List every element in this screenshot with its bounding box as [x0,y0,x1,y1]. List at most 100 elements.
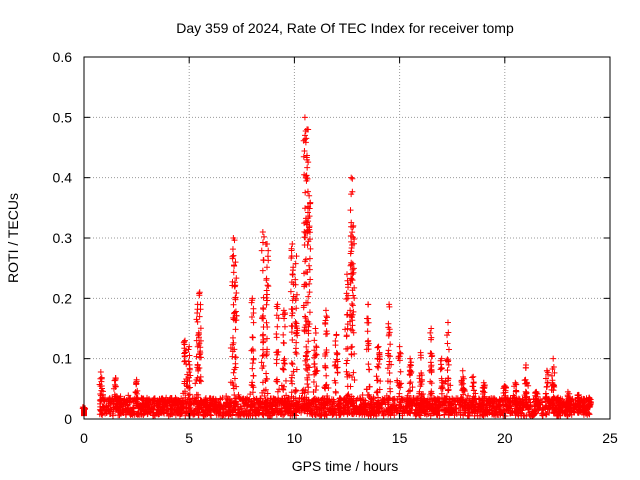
roti-point [116,412,123,419]
roti-point [487,402,494,409]
roti-point [365,319,372,326]
roti-point [322,317,329,324]
roti-point [118,400,125,407]
roti-point [349,322,356,329]
roti-point [264,390,271,397]
roti-point [313,367,320,374]
roti-point [322,351,329,358]
roti-point [407,379,414,386]
x-axis-label: GPS time / hours [292,458,399,474]
roti-point [248,314,255,321]
roti-point [530,411,537,418]
roti-point [229,348,236,355]
roti-point [250,319,257,326]
roti-point [344,345,351,352]
roti-point [356,408,363,415]
roti-point [428,410,435,417]
roti-point [348,393,355,400]
roti-point [403,403,410,410]
roti-point [263,264,270,271]
roti-point [136,411,143,418]
roti-point [564,412,571,419]
roti-point [250,372,257,379]
roti-point [565,400,572,407]
roti-point [299,387,306,394]
roti-point [329,411,336,418]
roti-point [303,135,310,142]
roti-point [293,305,300,312]
roti-point [292,387,299,394]
roti-point [460,386,467,393]
roti-point [417,349,424,356]
roti-point [300,153,307,160]
roti-point [264,241,271,248]
roti-point [186,384,193,391]
roti-point [217,396,224,403]
roti-point [365,391,372,398]
roti-point [230,235,237,241]
roti-point [97,368,104,375]
roti-point [480,403,487,410]
roti-point [198,404,205,411]
roti-point [375,343,382,350]
y-tick-label: 0.1 [53,351,73,367]
roti-point [139,410,146,417]
roti-point [536,405,543,412]
roti-point [312,325,319,332]
roti-point [343,360,350,367]
roti-point [400,404,407,411]
roti-point [306,192,313,199]
roti-point [416,388,423,395]
roti-point [194,309,201,316]
roti-point [280,307,287,314]
roti-point [97,391,104,398]
roti-point [370,395,377,402]
roti-point [512,400,519,407]
roti-point [544,406,551,413]
roti-point [481,405,488,412]
roti-point [105,396,112,403]
roti-point [226,401,233,408]
roti-point [586,400,593,407]
roti-point [301,136,308,143]
roti-point [260,312,267,319]
roti-point [283,392,290,399]
roti-point [288,378,295,385]
roti-point [322,364,329,371]
roti-point [375,409,382,416]
roti-point [130,409,137,416]
roti-point [277,398,284,405]
roti-point [248,398,255,405]
roti-point [306,399,313,406]
roti-point [302,313,309,320]
roti-point [459,397,466,404]
roti-point [248,299,255,306]
roti-point [581,404,588,411]
roti-point [407,355,414,362]
roti-point [279,365,286,372]
roti-point [177,410,184,417]
roti-point [305,209,311,216]
roti-point [351,350,358,357]
roti-point [332,388,339,395]
roti-point [543,367,550,374]
roti-point [194,399,201,406]
roti-point [306,266,313,273]
roti-point [470,387,477,394]
roti-point [289,267,296,274]
roti-point [304,348,311,355]
roti-point [238,405,245,412]
roti-point [258,359,265,366]
roti-point [281,315,288,322]
roti-point [302,314,309,321]
roti-point [386,326,393,333]
roti-point [306,321,313,328]
roti-point [326,406,333,413]
roti-point [250,347,257,354]
roti-point [418,401,425,408]
roti-point [149,397,156,404]
roti-point [442,407,449,414]
roti-point [181,352,188,359]
roti-point [462,405,469,412]
roti-point [289,361,296,368]
